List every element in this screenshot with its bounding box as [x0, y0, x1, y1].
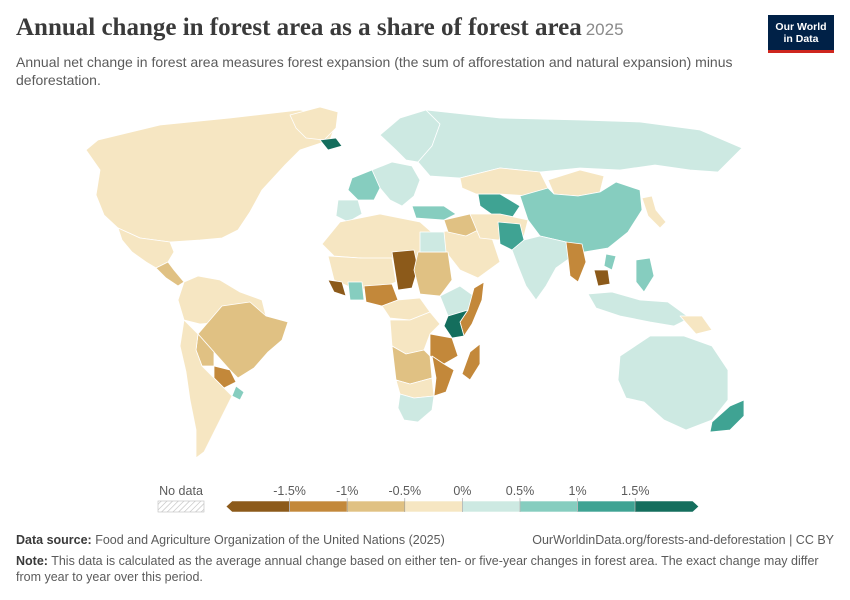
- legend-tick-label: 1%: [569, 484, 587, 498]
- region-australia[interactable]: [617, 335, 729, 431]
- color-legend: No data -1.5% -1% -0.5% 0% 0.5% 1% 1.5%: [157, 484, 700, 513]
- legend-tick-label: -1.5%: [273, 484, 306, 498]
- legend-bin-5: [519, 500, 578, 513]
- region-myanmar[interactable]: [565, 241, 587, 283]
- region-uruguay[interactable]: [231, 385, 245, 401]
- owid-logo[interactable]: Our World in Data: [768, 15, 834, 53]
- legend-bin-6: [577, 500, 636, 513]
- legend-bin-7: [634, 500, 700, 513]
- region-russia[interactable]: [417, 109, 743, 179]
- region-argentina-chile[interactable]: [179, 319, 233, 459]
- region-cambodia[interactable]: [593, 269, 611, 287]
- legend-bin-0: [225, 500, 290, 513]
- region-western-europe[interactable]: [371, 161, 421, 207]
- region-korea-japan[interactable]: [641, 195, 667, 229]
- legend-bin-3: [404, 500, 463, 513]
- region-france[interactable]: [347, 169, 381, 201]
- region-new-zealand[interactable]: [709, 399, 745, 433]
- region-spain[interactable]: [335, 199, 363, 223]
- source-label: Data source:: [16, 533, 92, 547]
- source-text: Food and Agriculture Organization of the…: [95, 533, 445, 547]
- region-central-america[interactable]: [155, 261, 185, 287]
- region-india[interactable]: [511, 235, 571, 301]
- legend-tick-label: 0%: [453, 484, 471, 498]
- legend-tick-label: 0.5%: [506, 484, 535, 498]
- legend-no-data-label: No data: [159, 484, 203, 498]
- legend-tick-label: 1.5%: [621, 484, 650, 498]
- region-paraguay[interactable]: [213, 365, 237, 389]
- region-turkey[interactable]: [411, 205, 457, 221]
- legend-tick-label: -1%: [336, 484, 358, 498]
- world-map[interactable]: [0, 100, 850, 470]
- region-west-africa-coast[interactable]: [327, 279, 347, 297]
- legend-no-data-swatch: [157, 500, 205, 513]
- region-philippines[interactable]: [635, 257, 655, 293]
- source-url[interactable]: OurWorldinData.org/forests-and-deforesta…: [532, 533, 834, 547]
- region-south-africa[interactable]: [397, 393, 435, 423]
- region-madagascar[interactable]: [461, 343, 481, 381]
- legend-bin-2: [346, 500, 406, 513]
- region-greenland[interactable]: [289, 106, 339, 141]
- region-egypt[interactable]: [419, 231, 447, 253]
- note-label: Note:: [16, 554, 48, 568]
- note-text: This data is calculated as the average a…: [16, 554, 819, 584]
- legend-bin-1: [289, 500, 348, 513]
- logo-line-2: in Data: [783, 33, 819, 45]
- region-chad[interactable]: [391, 249, 419, 291]
- region-mozambique[interactable]: [431, 355, 455, 397]
- region-tanzania[interactable]: [429, 333, 459, 365]
- chart-subtitle: Annual net change in forest area measure…: [16, 54, 733, 88]
- chart-title: Annual change in forest area as a share …: [16, 14, 624, 42]
- region-mongolia[interactable]: [547, 169, 605, 197]
- region-papua-new-guinea[interactable]: [679, 315, 713, 335]
- data-source: Data source: Food and Agriculture Organi…: [16, 533, 445, 547]
- region-indonesia[interactable]: [587, 291, 691, 327]
- region-sudan[interactable]: [413, 251, 453, 297]
- region-kenya[interactable]: [443, 309, 469, 339]
- legend-tick-label: -0.5%: [388, 484, 421, 498]
- logo-line-1: Our World: [775, 21, 827, 33]
- region-iraq-syria[interactable]: [443, 213, 479, 237]
- title-year: 2025: [585, 20, 624, 39]
- region-iceland[interactable]: [319, 137, 343, 151]
- footnote: Note: This data is calculated as the ave…: [16, 553, 826, 585]
- region-vietnam[interactable]: [603, 253, 617, 271]
- legend-bin-4: [462, 500, 521, 513]
- region-ghana[interactable]: [347, 281, 365, 301]
- title-text: Annual change in forest area as a share …: [16, 14, 582, 41]
